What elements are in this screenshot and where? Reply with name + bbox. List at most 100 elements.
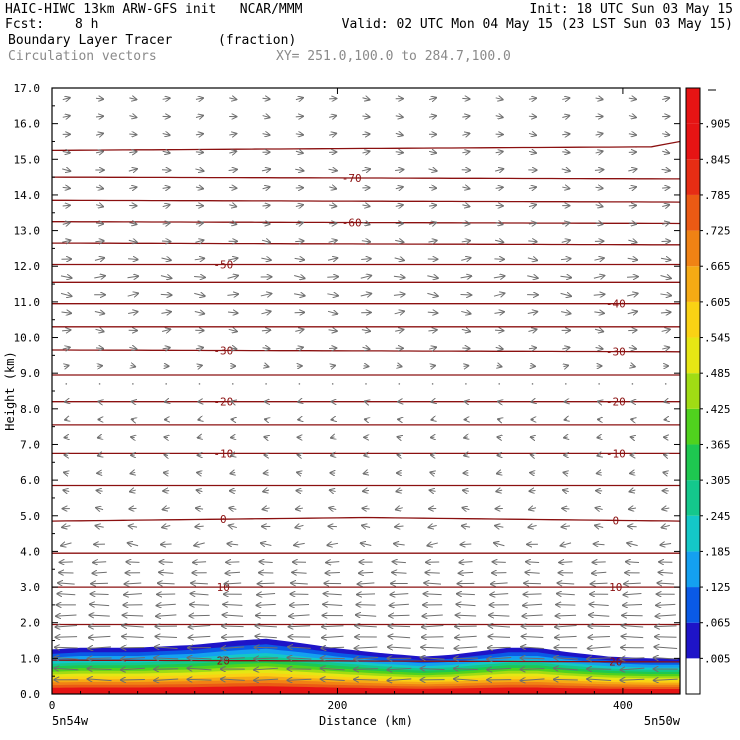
- wind-vector: [395, 133, 403, 135]
- wind-vector: [396, 508, 403, 510]
- y-tick-label: 5.0: [20, 510, 40, 523]
- wind-vector: [488, 647, 511, 648]
- x-end-label: 5n50w: [644, 714, 681, 728]
- wind-vector: [295, 151, 303, 153]
- wind-vector: [255, 647, 278, 648]
- wind-vector: [329, 116, 336, 118]
- wind-vector: [662, 223, 669, 225]
- wind-vector: [490, 594, 509, 595]
- wind-vector: [561, 240, 570, 242]
- wind-vector: [164, 473, 169, 474]
- wind-vector: [327, 311, 337, 314]
- wind-vector-dot: [198, 383, 201, 385]
- wind-vector: [197, 490, 203, 492]
- wind-vector: [62, 205, 70, 206]
- wind-vector: [124, 583, 142, 584]
- wind-vector: [455, 636, 477, 637]
- wind-vector: [427, 543, 438, 546]
- wind-vector: [189, 615, 210, 616]
- wind-vector: [594, 258, 603, 260]
- contour-label: -30: [213, 344, 233, 357]
- colorbar-swatch: [686, 301, 700, 338]
- wind-vector-dot: [365, 383, 367, 385]
- wind-vector: [162, 223, 170, 224]
- wind-vector: [561, 543, 572, 546]
- temperature-contours: 20 20 10 10 0 0 -10 -10 -20 -20 -30 -30 -40 -50 -60 -70: [52, 140, 680, 669]
- axes: 0.0 1.0 2.0 3.0 4.0 5.0 6.0 7.0 8.0 9.0 10.0 11.0 12…: [3, 82, 681, 728]
- wind-vector: [360, 294, 372, 296]
- wind-vector: [361, 241, 370, 242]
- wind-vector: [294, 258, 304, 259]
- wind-vector: [123, 615, 144, 616]
- wind-vector: [622, 636, 644, 637]
- wind-vector: [361, 259, 371, 260]
- wind-vector: [460, 276, 472, 278]
- wind-vector: [327, 258, 337, 260]
- wind-vector: [326, 562, 340, 563]
- wind-vector: [587, 658, 612, 659]
- wind-vector: [562, 347, 569, 349]
- x-axis-title: Distance (km): [319, 714, 413, 728]
- wind-vector: [628, 169, 636, 171]
- wind-vector: [198, 419, 200, 420]
- wind-vector: [664, 455, 667, 456]
- wind-vector: [198, 437, 202, 438]
- wind-vector: [298, 401, 300, 402]
- wind-vector: [90, 604, 110, 605]
- wind-vector: [627, 543, 638, 546]
- wind-vector: [254, 679, 279, 680]
- wind-vector: [161, 170, 170, 171]
- wind-vector: [260, 562, 273, 563]
- wind-vector: [456, 615, 477, 616]
- wind-vector: [327, 277, 338, 278]
- colorbar-swatch: [686, 159, 700, 195]
- wind-vector: [265, 419, 267, 420]
- wind-vector: [195, 187, 203, 189]
- wind-vector: [462, 223, 469, 224]
- wind-vector: [261, 169, 270, 171]
- wind-vector: [264, 437, 267, 438]
- wind-vector: [562, 98, 569, 99]
- wind-vector: [363, 490, 370, 491]
- colorbar-swatch: [686, 587, 700, 623]
- wind-vector: [631, 437, 634, 438]
- wind-vector: [597, 473, 602, 474]
- wind-vector: [165, 401, 167, 402]
- wind-vector-dot: [165, 383, 167, 385]
- wind-vector: [221, 679, 245, 680]
- wind-vector: [195, 169, 203, 171]
- colorbar-label: .905: [704, 118, 731, 131]
- wind-vector: [355, 647, 378, 648]
- contour-label: 10: [217, 581, 230, 594]
- wind-vector: [129, 116, 136, 118]
- wind-vector: [661, 169, 670, 170]
- wind-vector: [427, 293, 437, 296]
- wind-vector: [495, 205, 503, 206]
- wind-vector: [62, 240, 70, 242]
- x-tick-label: 400: [613, 699, 633, 712]
- wind-vector: [323, 604, 343, 605]
- wind-vector: [254, 658, 279, 659]
- vector-label: Circulation vectors: [8, 49, 157, 64]
- wind-vector: [524, 594, 542, 595]
- wind-vector: [522, 615, 543, 616]
- wind-vector-dot: [298, 383, 301, 385]
- colorbar-swatch: [686, 123, 700, 160]
- wind-vector: [295, 329, 303, 331]
- wind-vector: [422, 615, 443, 616]
- wind-vector-dot: [565, 383, 567, 385]
- wind-vector: [195, 134, 203, 135]
- wind-vector: [395, 116, 403, 117]
- wind-vector: [531, 437, 535, 438]
- header-title: HAIC-HIWC 13km ARW-GFS init NCAR/MMM: [5, 2, 303, 17]
- wind-vector: [62, 187, 70, 188]
- wind-vector: [556, 615, 577, 616]
- wind-vector: [55, 637, 78, 638]
- wind-vector: [562, 187, 569, 189]
- wind-vector: [62, 526, 71, 528]
- wind-vector: [630, 365, 635, 366]
- wind-vector-dot: [398, 383, 401, 385]
- contour-label: 0: [612, 514, 619, 527]
- wind-vector: [122, 636, 144, 637]
- colorbar-swatch: [686, 88, 700, 124]
